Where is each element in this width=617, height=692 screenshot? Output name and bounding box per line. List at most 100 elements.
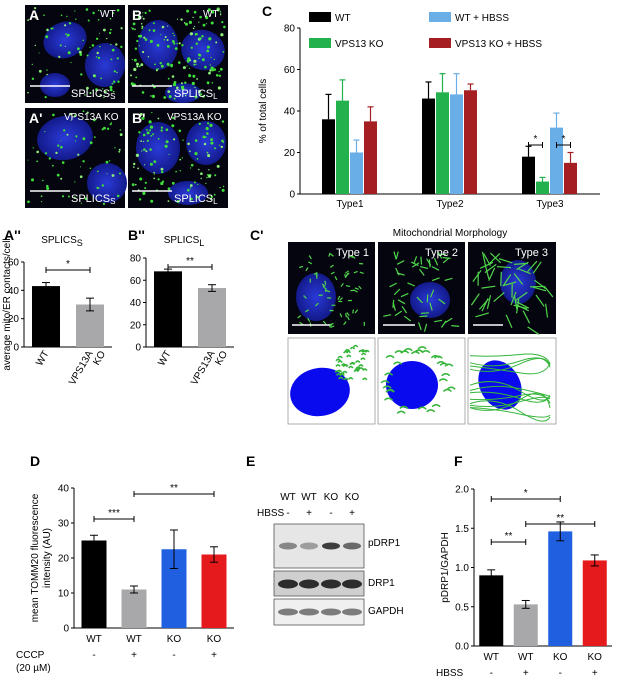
contact-dot [146, 131, 150, 135]
mito-stroke [359, 271, 364, 274]
contact-dot [103, 28, 106, 32]
mito-stroke [498, 258, 513, 264]
contact-dot [211, 69, 214, 72]
contact-dot [210, 141, 214, 145]
y-tick-label: 60 [284, 65, 296, 76]
contact-dot [184, 81, 187, 84]
treatment-sign: + [523, 668, 529, 679]
contact-dot [85, 8, 89, 11]
contact-dot [215, 74, 219, 77]
blot-lane-2: WT [301, 492, 317, 503]
mito-stroke [315, 272, 318, 277]
contact-dot [142, 191, 146, 195]
mito-drawing [403, 348, 413, 352]
contact-dot [82, 39, 84, 42]
mito-stroke [337, 295, 341, 300]
contact-dot [117, 80, 120, 83]
contact-dot [97, 19, 100, 21]
contact-dot [188, 20, 192, 24]
contact-dot [220, 145, 223, 149]
contact-dot [105, 160, 109, 164]
contact-dot [78, 50, 82, 54]
tile-label-A1: VPS13A KO [64, 112, 119, 123]
contact-dot [219, 144, 221, 146]
contact-dot [79, 166, 81, 168]
contact-dot [106, 127, 110, 130]
mito-stroke [451, 325, 460, 327]
contact-dot [181, 44, 184, 47]
mito-stroke [513, 262, 529, 265]
mito-drawing [399, 405, 409, 410]
contact-dot [195, 63, 197, 65]
contact-dot [38, 69, 42, 73]
contact-dot [201, 35, 204, 38]
bar [81, 540, 107, 628]
contact-dot [137, 167, 140, 170]
mito-stroke [401, 305, 408, 314]
contact-dot [213, 193, 216, 196]
band-drp1 [342, 579, 362, 589]
nucleus-shape [296, 273, 336, 321]
contact-dot [102, 202, 106, 205]
y-tick-label: 10 [58, 589, 70, 600]
bar [522, 156, 535, 194]
mito-stroke [510, 291, 517, 306]
bar [121, 589, 147, 628]
y-tick-label: 60 [8, 258, 20, 269]
x-tick-label: WT [86, 634, 102, 645]
nucleus-shape [168, 181, 208, 205]
contact-dot [99, 45, 101, 48]
contact-dot [219, 10, 222, 13]
contact-dot [99, 94, 102, 96]
contact-dot [142, 50, 145, 54]
contact-dot [159, 62, 162, 65]
contact-dot [131, 183, 135, 187]
contact-dot [99, 32, 100, 34]
panel-letter-C1: C' [250, 227, 263, 243]
contact-dot [98, 187, 100, 189]
mito-stroke [395, 267, 400, 276]
mito-stroke [325, 289, 331, 293]
x-tick-label: WT [518, 652, 534, 663]
contact-dot [141, 15, 144, 17]
micrograph-B: B WT SPLICSL [128, 5, 228, 103]
contact-dot [194, 152, 198, 156]
contact-dot [149, 148, 152, 151]
contact-dot [95, 37, 99, 40]
mito-drawing [352, 344, 359, 348]
significance-stars: * [534, 134, 538, 145]
significance-stars: * [562, 134, 566, 145]
contact-dot [202, 23, 206, 27]
mito-drawing [436, 361, 446, 365]
contact-dot [195, 42, 198, 45]
mito-stroke [486, 295, 492, 310]
contact-dot [70, 61, 72, 64]
contact-dot [106, 173, 108, 175]
mito-stroke [394, 310, 403, 317]
mito-drawing [339, 372, 345, 376]
contact-dot [61, 195, 65, 198]
contact-dot [219, 187, 221, 189]
mito-stroke [420, 256, 423, 265]
mito-stroke [400, 292, 409, 298]
contact-dot [137, 35, 141, 38]
contact-dot [116, 194, 120, 198]
bar [479, 575, 504, 646]
mito-drawing [349, 362, 355, 366]
contact-dot [89, 92, 92, 94]
mito-stroke [403, 315, 412, 322]
mito-stroke [433, 257, 439, 266]
y-tick-label: 0 [289, 190, 295, 201]
contact-dot [166, 39, 169, 41]
legend-swatch [429, 38, 451, 48]
contact-dot [180, 85, 185, 89]
contact-dot [205, 182, 207, 184]
contact-dot [52, 164, 54, 167]
contact-dot [150, 199, 154, 203]
mito-drawing [441, 373, 451, 377]
blot-row-label-gapdh: GAPDH [368, 606, 404, 617]
contact-dot [195, 195, 198, 197]
panel-letter-F: F [454, 453, 463, 469]
mito-stroke [502, 274, 512, 287]
y-axis-label: pDRP1/GAPDH [440, 532, 451, 603]
